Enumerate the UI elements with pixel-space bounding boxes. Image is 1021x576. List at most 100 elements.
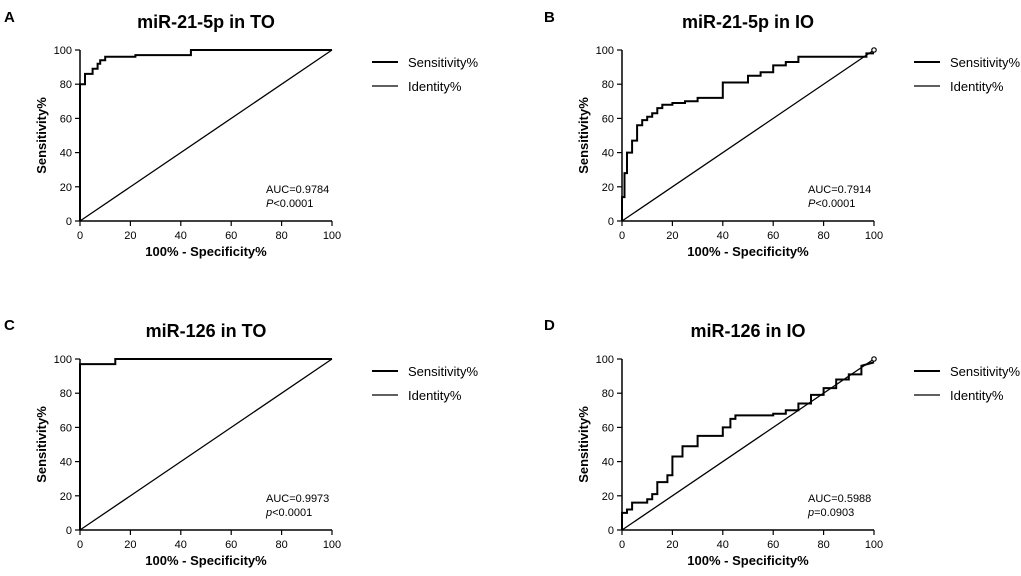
x-tick-label: 20	[666, 539, 678, 551]
roc-curve-line	[621, 52, 874, 221]
x-tick-label: 100	[865, 539, 883, 551]
p-value-letter: p	[807, 507, 814, 519]
x-tick-label: 20	[124, 230, 136, 242]
y-tick-label: 20	[602, 182, 614, 194]
identity-line	[621, 49, 875, 222]
y-tick-label: 20	[602, 491, 614, 503]
y-tick-label: 20	[60, 491, 72, 503]
p-value-text: <0.0001	[272, 507, 312, 519]
y-tick-label: 60	[602, 113, 614, 125]
y-tick-label: 0	[66, 525, 72, 537]
y-tick-label: 80	[60, 79, 72, 91]
legend-label-identity: Identity%	[950, 388, 1004, 403]
x-tick-label: 20	[124, 539, 136, 551]
chart-title: miR-126 in TO	[146, 321, 267, 341]
y-axis-label: Sensitivity%	[34, 97, 49, 174]
y-tick-label: 0	[608, 525, 614, 537]
x-tick-label: 80	[275, 539, 287, 551]
roc-curve-line	[79, 49, 332, 221]
x-tick-label: 80	[275, 230, 287, 242]
y-tick-label: 60	[60, 422, 72, 434]
legend-label-sensitivity: Sensitivity%	[408, 364, 479, 379]
identity-line	[621, 358, 875, 531]
x-tick-label: 80	[817, 539, 829, 551]
x-tick-label: 80	[817, 230, 829, 242]
y-axis-label: Sensitivity%	[576, 97, 591, 174]
x-axis-label: 100% - Specificity%	[145, 244, 267, 259]
auc-annotation: AUC=0.9784	[266, 184, 329, 196]
y-tick-label: 60	[602, 422, 614, 434]
y-tick-label: 80	[602, 79, 614, 91]
x-tick-label: 0	[619, 539, 625, 551]
panel-letter: B	[544, 9, 555, 26]
p-value-text: <0.0001	[815, 198, 855, 210]
x-tick-label: 60	[225, 539, 237, 551]
p-value-text: =0.0903	[814, 507, 854, 519]
x-axis-label: 100% - Specificity%	[687, 553, 809, 568]
x-axis-label: 100% - Specificity%	[145, 553, 267, 568]
x-tick-label: 100	[323, 230, 341, 242]
legend-label-identity: Identity%	[950, 79, 1004, 94]
y-tick-label: 80	[60, 388, 72, 400]
x-tick-label: 60	[767, 230, 779, 242]
panel-letter: C	[4, 317, 15, 334]
x-tick-label: 20	[666, 230, 678, 242]
x-tick-label: 40	[175, 539, 187, 551]
identity-line	[79, 358, 333, 531]
y-tick-label: 60	[60, 113, 72, 125]
legend-label-identity: Identity%	[408, 79, 462, 94]
x-tick-label: 60	[767, 539, 779, 551]
auc-annotation: AUC=0.5988	[808, 493, 871, 505]
y-tick-label: 20	[60, 182, 72, 194]
p-value-letter: p	[265, 507, 272, 519]
p-value-annotation: P<0.0001	[808, 198, 855, 210]
y-tick-label: 0	[608, 216, 614, 228]
x-tick-label: 100	[323, 539, 341, 551]
panel-letter: A	[4, 9, 15, 26]
p-value-annotation: P<0.0001	[266, 198, 313, 210]
p-value-annotation: p=0.0903	[807, 507, 854, 519]
y-tick-label: 100	[596, 354, 614, 366]
x-tick-label: 40	[717, 539, 729, 551]
y-axis-label: Sensitivity%	[34, 406, 49, 483]
chart-title: miR-21-5p in IO	[682, 12, 814, 32]
p-value-letter: P	[808, 198, 816, 210]
x-tick-label: 100	[865, 230, 883, 242]
y-tick-label: 40	[60, 148, 72, 160]
chart-title: miR-21-5p in TO	[137, 12, 275, 32]
x-tick-label: 60	[225, 230, 237, 242]
chart-title: miR-126 in IO	[690, 321, 805, 341]
y-tick-label: 0	[66, 216, 72, 228]
identity-line	[79, 49, 333, 222]
y-tick-label: 100	[54, 354, 72, 366]
x-tick-label: 0	[619, 230, 625, 242]
auc-annotation: AUC=0.7914	[808, 184, 871, 196]
auc-annotation: AUC=0.9973	[266, 493, 329, 505]
panel-letter: D	[544, 317, 555, 334]
x-axis-label: 100% - Specificity%	[687, 244, 809, 259]
x-tick-label: 0	[77, 230, 83, 242]
legend-label-sensitivity: Sensitivity%	[950, 55, 1021, 70]
end-point-marker	[871, 47, 877, 53]
legend-label-sensitivity: Sensitivity%	[408, 55, 479, 70]
roc-curve-line	[79, 358, 332, 530]
p-value-text: <0.0001	[273, 198, 313, 210]
y-tick-label: 40	[602, 148, 614, 160]
y-tick-label: 100	[54, 45, 72, 57]
x-tick-label: 0	[77, 539, 83, 551]
legend-label-sensitivity: Sensitivity%	[950, 364, 1021, 379]
end-point-marker	[871, 356, 877, 362]
roc-curve-line	[621, 361, 875, 530]
y-tick-label: 40	[602, 457, 614, 469]
y-tick-label: 80	[602, 388, 614, 400]
y-tick-label: 100	[596, 45, 614, 57]
y-axis-label: Sensitivity%	[576, 406, 591, 483]
legend-label-identity: Identity%	[408, 388, 462, 403]
x-tick-label: 40	[717, 230, 729, 242]
p-value-letter: P	[266, 198, 274, 210]
